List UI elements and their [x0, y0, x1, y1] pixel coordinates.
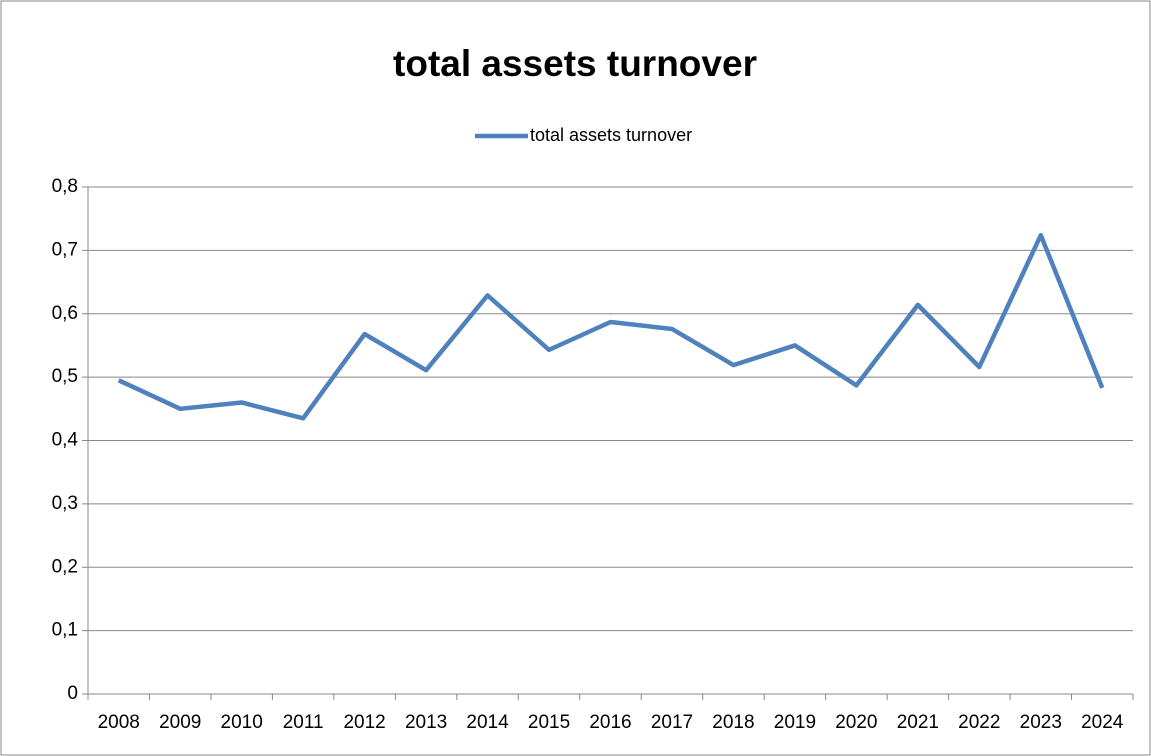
- x-tick-label: 2020: [835, 712, 877, 733]
- y-tick-label: 0,5: [52, 366, 78, 387]
- y-tick-label: 0,8: [52, 176, 78, 197]
- x-tick-label: 2013: [405, 712, 447, 733]
- x-tick-label: 2014: [466, 712, 509, 733]
- y-tick-label: 0,1: [52, 620, 78, 641]
- x-tick-label: 2009: [159, 712, 201, 733]
- x-tick-label: 2016: [589, 712, 631, 733]
- x-tick-label: 2015: [528, 712, 570, 733]
- x-tick-label: 2012: [343, 712, 385, 733]
- x-tick-label: 2019: [774, 712, 816, 733]
- y-tick-label: 0,3: [52, 493, 78, 514]
- x-tick-label: 2024: [1081, 712, 1124, 733]
- x-tick-label: 2010: [221, 712, 263, 733]
- x-tick-label: 2018: [712, 712, 754, 733]
- y-tick-label: 0,7: [52, 239, 78, 260]
- y-tick-label: 0: [67, 683, 78, 704]
- chart-title: total assets turnover: [393, 43, 757, 84]
- legend-label: total assets turnover: [530, 125, 692, 145]
- x-tick-label: 2021: [897, 712, 939, 733]
- x-tick-label: 2017: [651, 712, 693, 733]
- y-tick-label: 0,4: [52, 430, 79, 451]
- x-tick-label: 2022: [958, 712, 1000, 733]
- data-line: [117, 232, 1105, 421]
- y-tick-label: 0,6: [52, 303, 78, 324]
- y-tick-label: 0,2: [52, 556, 78, 577]
- x-tick-label: 2008: [98, 712, 140, 733]
- x-tick-label: 2023: [1020, 712, 1062, 733]
- x-tick-label: 2011: [283, 712, 324, 733]
